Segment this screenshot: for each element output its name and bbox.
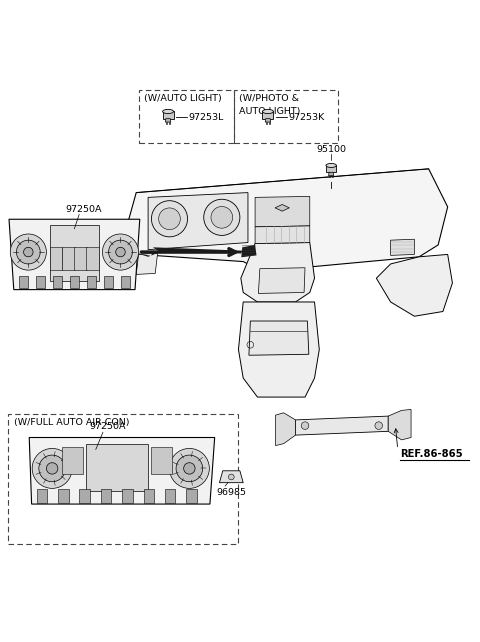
Polygon shape xyxy=(258,268,305,293)
Text: (W/AUTO LIGHT): (W/AUTO LIGHT) xyxy=(144,94,222,103)
Polygon shape xyxy=(86,444,148,490)
Polygon shape xyxy=(263,112,274,119)
Polygon shape xyxy=(151,447,172,474)
Ellipse shape xyxy=(326,164,336,168)
Polygon shape xyxy=(144,489,154,503)
Text: 97253L: 97253L xyxy=(188,112,223,121)
Polygon shape xyxy=(376,254,453,317)
Circle shape xyxy=(151,201,188,237)
Polygon shape xyxy=(296,416,388,435)
Polygon shape xyxy=(86,247,99,270)
Circle shape xyxy=(24,247,33,257)
Polygon shape xyxy=(219,471,243,483)
Polygon shape xyxy=(148,193,248,250)
Polygon shape xyxy=(9,219,140,290)
Polygon shape xyxy=(165,119,171,122)
Circle shape xyxy=(16,240,40,264)
Polygon shape xyxy=(136,253,157,274)
Text: REF.86-865: REF.86-865 xyxy=(400,449,463,459)
Polygon shape xyxy=(163,112,174,119)
Polygon shape xyxy=(239,302,319,397)
Text: 97253K: 97253K xyxy=(288,112,324,121)
Polygon shape xyxy=(62,447,83,474)
Polygon shape xyxy=(265,122,267,124)
Circle shape xyxy=(176,455,203,482)
Polygon shape xyxy=(104,275,113,288)
Circle shape xyxy=(159,208,180,230)
Polygon shape xyxy=(29,437,215,504)
Polygon shape xyxy=(276,413,296,446)
Polygon shape xyxy=(241,243,314,302)
Polygon shape xyxy=(326,166,336,172)
Circle shape xyxy=(228,474,234,480)
Polygon shape xyxy=(136,247,242,257)
Polygon shape xyxy=(255,196,310,227)
Circle shape xyxy=(102,234,139,270)
Text: 97250A: 97250A xyxy=(89,422,126,431)
Circle shape xyxy=(301,422,309,429)
Polygon shape xyxy=(388,410,411,440)
Polygon shape xyxy=(328,172,334,176)
Text: 97250A: 97250A xyxy=(66,205,102,214)
Polygon shape xyxy=(269,122,270,124)
Circle shape xyxy=(39,455,65,482)
Polygon shape xyxy=(70,275,79,288)
Text: (W/FULL AUTO AIR CON): (W/FULL AUTO AIR CON) xyxy=(13,417,129,426)
Polygon shape xyxy=(62,247,74,270)
Polygon shape xyxy=(101,489,111,503)
Ellipse shape xyxy=(263,109,274,114)
Polygon shape xyxy=(36,275,45,288)
Circle shape xyxy=(47,463,58,474)
Ellipse shape xyxy=(163,109,174,114)
Polygon shape xyxy=(332,176,334,177)
Text: (W/PHOTO &: (W/PHOTO & xyxy=(240,94,300,103)
Circle shape xyxy=(211,207,233,228)
Polygon shape xyxy=(186,489,197,503)
Circle shape xyxy=(169,448,209,489)
Polygon shape xyxy=(86,275,96,288)
Polygon shape xyxy=(249,321,309,355)
Polygon shape xyxy=(169,122,170,124)
Polygon shape xyxy=(255,226,310,243)
Circle shape xyxy=(116,247,125,257)
Circle shape xyxy=(108,240,132,264)
Polygon shape xyxy=(391,239,414,256)
Text: 96985: 96985 xyxy=(216,489,246,498)
Polygon shape xyxy=(124,169,448,269)
Polygon shape xyxy=(19,275,28,288)
Circle shape xyxy=(32,448,72,489)
Polygon shape xyxy=(120,275,130,288)
Circle shape xyxy=(184,463,195,474)
Polygon shape xyxy=(36,489,47,503)
Circle shape xyxy=(10,234,47,270)
Polygon shape xyxy=(53,275,62,288)
Polygon shape xyxy=(74,247,87,270)
Polygon shape xyxy=(58,489,69,503)
Polygon shape xyxy=(50,247,62,270)
Polygon shape xyxy=(50,225,99,281)
Circle shape xyxy=(204,199,240,236)
Polygon shape xyxy=(329,176,330,177)
Polygon shape xyxy=(275,205,289,211)
Text: AUTO LIGHT): AUTO LIGHT) xyxy=(240,107,301,116)
Polygon shape xyxy=(265,119,271,122)
Polygon shape xyxy=(79,489,90,503)
Text: 95100: 95100 xyxy=(316,144,346,153)
Polygon shape xyxy=(241,245,256,257)
Polygon shape xyxy=(122,489,132,503)
Polygon shape xyxy=(165,489,176,503)
Circle shape xyxy=(375,422,383,429)
Polygon shape xyxy=(166,122,167,124)
